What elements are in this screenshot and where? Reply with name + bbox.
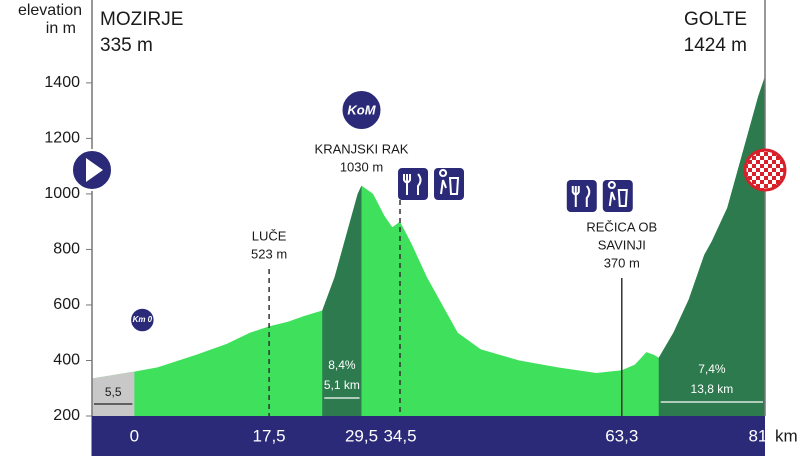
y-axis-label: elevation <box>18 2 82 19</box>
y-tick-label: 1000 <box>44 185 80 202</box>
finish-elevation: 1424 m <box>684 35 747 56</box>
fork <box>403 173 422 195</box>
x-tick-label: 34,5 <box>383 426 416 445</box>
start-name: MOZIRJE <box>100 9 183 30</box>
bin <box>607 181 628 207</box>
y-tick-label: 600 <box>53 296 80 313</box>
km-band <box>92 416 765 456</box>
elevation-area <box>92 76 765 417</box>
x-tick-label: 63,3 <box>605 426 638 445</box>
x-tick-label: 81,9 <box>748 426 781 445</box>
point-label: 370 m <box>604 255 640 270</box>
x-tick-label: 17,5 <box>253 426 286 445</box>
finish-name: GOLTE <box>684 9 747 30</box>
y-tick-label: 800 <box>53 241 80 258</box>
km0-text: Km 0 <box>133 315 153 324</box>
x-tick-label: 0 <box>130 426 139 445</box>
point-label: KRANJSKI RAK <box>315 141 409 156</box>
neutral-area <box>92 371 135 416</box>
food-icon <box>398 168 429 200</box>
y-tick-label: 200 <box>53 407 80 424</box>
climb-gradient: 8,4% <box>328 358 356 372</box>
climb-area <box>658 76 765 416</box>
y-tick-label: 1400 <box>44 74 80 91</box>
point-label: SAVINJI <box>598 237 646 252</box>
y-axis-label: in m <box>46 20 76 37</box>
point-label: 1030 m <box>340 159 383 174</box>
kom-text: KoM <box>347 102 376 117</box>
kom-badge <box>340 89 383 131</box>
climb-length: 13,8 km <box>691 382 734 396</box>
bin <box>439 169 460 195</box>
bin-icon <box>434 168 465 200</box>
km0-badge <box>129 307 156 333</box>
climb-area <box>322 185 362 416</box>
food-icon <box>566 180 597 212</box>
fork <box>571 185 591 207</box>
y-tick-label: 400 <box>53 352 80 369</box>
point-label: 523 m <box>251 246 287 261</box>
climb-length: 5,1 km <box>324 378 360 392</box>
finish-icon <box>743 148 787 192</box>
bin-icon <box>602 180 633 212</box>
x-unit: km <box>775 426 798 445</box>
point-label: LUČE <box>252 228 287 243</box>
x-tick-label: 29,5 <box>345 426 378 445</box>
neutral-label: 5,5 <box>105 385 122 399</box>
climb-gradient: 7,4% <box>698 362 726 376</box>
y-tick-label: 1200 <box>44 130 80 147</box>
point-label: REČICA OB <box>586 219 657 234</box>
start-arrow <box>86 158 103 182</box>
start-elevation: 335 m <box>100 35 153 56</box>
